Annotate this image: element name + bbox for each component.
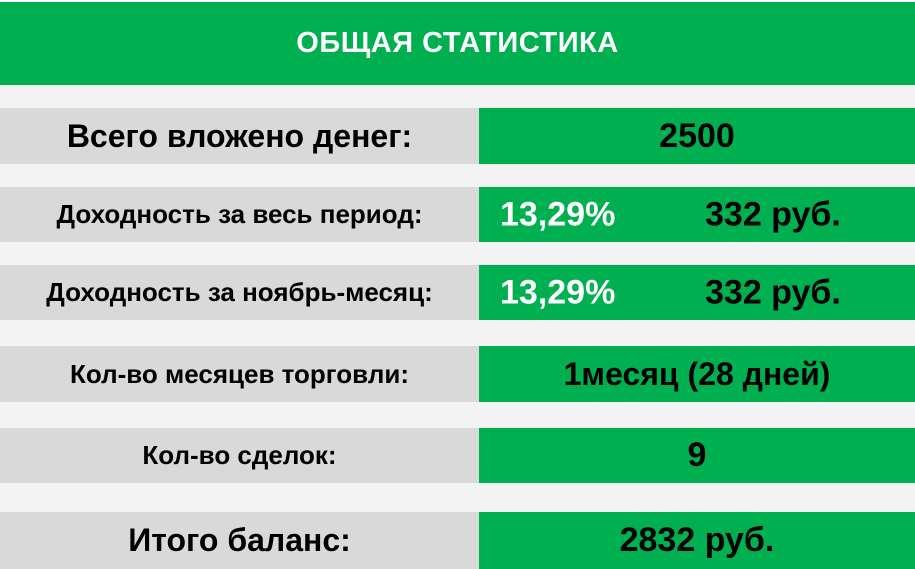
months-label: Кол-во месяцев торговли: — [0, 346, 479, 402]
months-value: 1месяц (28 дней) — [479, 346, 915, 402]
row-deals: Кол-во сделок: 9 — [0, 428, 915, 483]
row-total-yield: Доходность за весь период: 13,29% 332 ру… — [0, 187, 915, 242]
month-yield-label: Доходность за ноябрь-месяц: — [0, 265, 479, 320]
invested-label: Всего вложено денег: — [0, 108, 479, 164]
total-yield-percent: 13,29% — [500, 195, 616, 233]
page-title: ОБЩАЯ СТАТИСТИКА — [296, 27, 619, 59]
row-month-yield: Доходность за ноябрь-месяц: 13,29% 332 р… — [0, 265, 915, 320]
invested-value: 2500 — [479, 108, 915, 164]
month-yield-percent: 13,29% — [500, 273, 616, 311]
total-yield-value: 13,29% 332 руб. — [479, 187, 915, 242]
row-separator — [0, 242, 915, 265]
top-gridline — [0, 0, 915, 2]
row-separator — [0, 483, 915, 512]
row-separator — [0, 402, 915, 428]
row-separator — [0, 320, 915, 346]
total-yield-label: Доходность за весь период: — [0, 187, 479, 242]
row-invested: Всего вложено денег: 2500 — [0, 108, 915, 164]
balance-value: 2832 руб. — [479, 512, 915, 569]
balance-label: Итого баланс: — [0, 512, 479, 569]
row-months: Кол-во месяцев торговли: 1месяц (28 дней… — [0, 346, 915, 402]
month-yield-amount: 332 руб. — [705, 273, 841, 311]
month-yield-value: 13,29% 332 руб. — [479, 265, 915, 320]
stats-header: ОБЩАЯ СТАТИСТИКА — [0, 2, 915, 85]
total-yield-amount: 332 руб. — [705, 195, 841, 233]
row-balance: Итого баланс: 2832 руб. — [0, 512, 915, 569]
row-separator — [0, 164, 915, 187]
row-separator — [0, 85, 915, 108]
deals-value: 9 — [479, 428, 915, 483]
deals-label: Кол-во сделок: — [0, 428, 479, 483]
